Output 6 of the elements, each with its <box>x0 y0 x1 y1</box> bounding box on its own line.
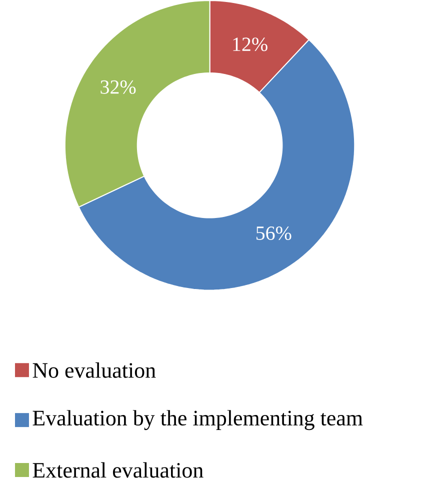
data-label: 12% <box>233 38 268 52</box>
legend-label: Evaluation by the implementing team <box>33 410 363 430</box>
data-label: 32% <box>100 80 136 94</box>
legend-label: External evaluation <box>33 462 204 478</box>
legend-label: No evaluation <box>33 362 156 378</box>
data-label: 56% <box>256 226 292 240</box>
